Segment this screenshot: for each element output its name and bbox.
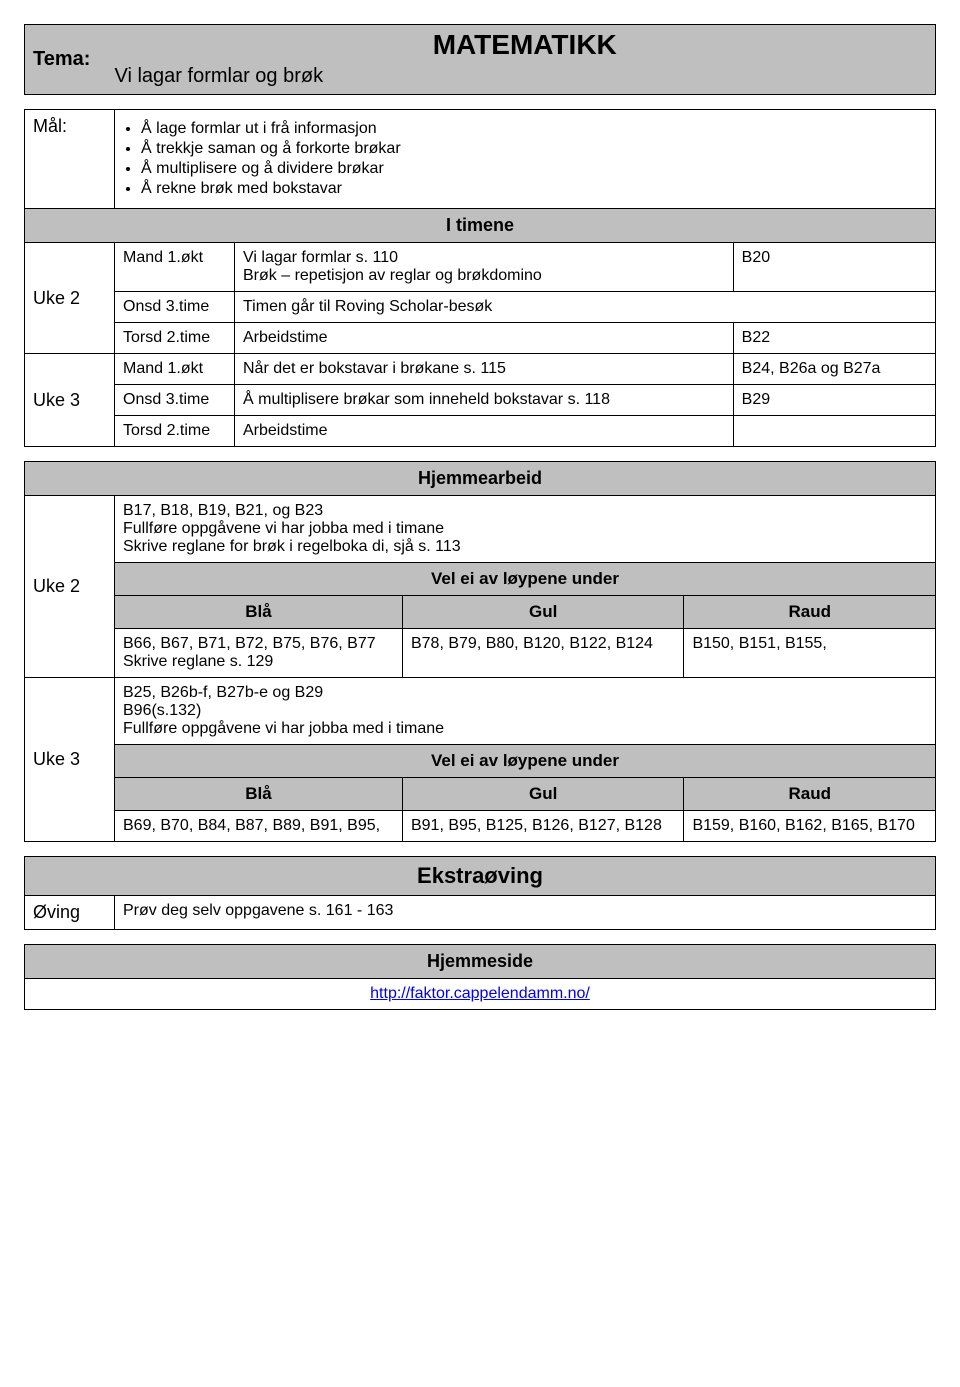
col-blaa: Blå <box>115 596 403 629</box>
hw-uke3-raud: B159, B160, B162, B165, B170 <box>684 811 936 842</box>
page-title: MATEMATIKK <box>115 25 936 65</box>
hw-uke3-blaa: B69, B70, B84, B87, B89, B91, B95, <box>115 811 403 842</box>
mal-label: Mål: <box>25 110 115 209</box>
mal-item: Å lage formlar ut i frå informasjon <box>141 120 927 138</box>
ekstra-label: Øving <box>25 896 115 930</box>
timene-desc: Timen går til Roving Scholar-besøk <box>235 292 936 323</box>
hw-uke3-label: Uke 3 <box>25 678 115 842</box>
hjemmeside-header: Hjemmeside <box>25 945 936 979</box>
ekstra-header: Ekstraøving <box>25 857 936 896</box>
hw-uke2-intro: B17, B18, B19, B21, og B23 Fullføre oppg… <box>115 496 936 563</box>
hw-uke3-intro: B25, B26b-f, B27b-e og B29 B96(s.132) Fu… <box>115 678 936 745</box>
col-raud: Raud <box>684 778 936 811</box>
col-gul: Gul <box>402 778 683 811</box>
col-blaa: Blå <box>115 778 403 811</box>
col-gul: Gul <box>402 596 683 629</box>
timene-day: Torsd 2.time <box>115 323 235 354</box>
hw-uke2-gul: B78, B79, B80, B120, B122, B124 <box>402 629 683 678</box>
ekstra-table: Ekstraøving Øving Prøv deg selv oppgaven… <box>24 856 936 930</box>
timene-day: Onsd 3.time <box>115 292 235 323</box>
hjemmeside-link[interactable]: http://faktor.cappelendamm.no/ <box>33 985 927 1003</box>
header-table: Tema: MATEMATIKK Vi lagar formlar og brø… <box>24 24 936 95</box>
mal-list: Å lage formlar ut i frå informasjon Å tr… <box>141 120 927 198</box>
timene-ref: B22 <box>733 323 935 354</box>
ekstra-text: Prøv deg selv oppgavene s. 161 - 163 <box>115 896 936 930</box>
timene-desc: Arbeidstime <box>235 416 734 447</box>
mal-item: Å multiplisere og å dividere brøkar <box>141 160 927 178</box>
timene-desc: Å multiplisere brøkar som inneheld bokst… <box>235 385 734 416</box>
hw-uke3-gul: B91, B95, B125, B126, B127, B128 <box>402 811 683 842</box>
vel-header: Vel ei av løypene under <box>115 745 936 778</box>
itimene-header: I timene <box>25 209 936 243</box>
timene-ref: B20 <box>733 243 935 292</box>
mal-item: Å rekne brøk med bokstavar <box>141 180 927 198</box>
mal-timene-table: Mål: Å lage formlar ut i frå informasjon… <box>24 109 936 447</box>
hw-uke2-raud: B150, B151, B155, <box>684 629 936 678</box>
vel-header: Vel ei av løypene under <box>115 563 936 596</box>
uke2-label: Uke 2 <box>25 243 115 354</box>
timene-ref: B29 <box>733 385 935 416</box>
timene-day: Mand 1.økt <box>115 354 235 385</box>
tema-value: Vi lagar formlar og brøk <box>115 65 936 94</box>
hjemmearbeid-header: Hjemmearbeid <box>25 462 936 496</box>
timene-day: Torsd 2.time <box>115 416 235 447</box>
hw-uke2-label: Uke 2 <box>25 496 115 678</box>
col-raud: Raud <box>684 596 936 629</box>
hjemmearbeid-table: Hjemmearbeid Uke 2 B17, B18, B19, B21, o… <box>24 461 936 842</box>
timene-desc: Vi lagar formlar s. 110 Brøk – repetisjo… <box>235 243 734 292</box>
timene-desc: Arbeidstime <box>235 323 734 354</box>
timene-day: Mand 1.økt <box>115 243 235 292</box>
timene-desc: Når det er bokstavar i brøkane s. 115 <box>235 354 734 385</box>
timene-day: Onsd 3.time <box>115 385 235 416</box>
hjemmeside-table: Hjemmeside http://faktor.cappelendamm.no… <box>24 944 936 1010</box>
mal-item: Å trekkje saman og å forkorte brøkar <box>141 140 927 158</box>
hw-uke2-blaa: B66, B67, B71, B72, B75, B76, B77 Skrive… <box>115 629 403 678</box>
tema-label: Tema: <box>25 25 115 95</box>
uke3-label: Uke 3 <box>25 354 115 447</box>
timene-ref <box>733 416 935 447</box>
timene-ref: B24, B26a og B27a <box>733 354 935 385</box>
